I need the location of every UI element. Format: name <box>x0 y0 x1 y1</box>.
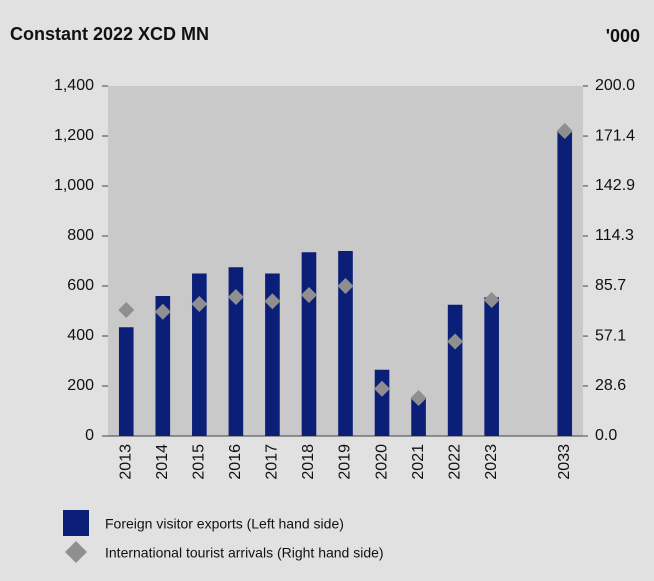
y-tick-label: 1,000 <box>54 177 94 194</box>
bar <box>192 273 207 436</box>
x-tick-label: 2014 <box>154 444 171 480</box>
bar <box>557 131 573 436</box>
x-tick-label: 2013 <box>117 444 134 480</box>
y-tick-label: 0 <box>85 427 94 444</box>
diamond-marker <box>447 333 464 350</box>
bar <box>447 304 463 436</box>
x-tick-label: 2021 <box>410 444 427 480</box>
y-tick-label: 1,400 <box>54 77 94 94</box>
bar <box>301 252 317 436</box>
bar <box>374 369 390 436</box>
y2-tick-label: 114.3 <box>595 227 634 244</box>
x-tick-label: 2019 <box>337 444 354 480</box>
bar <box>338 251 353 436</box>
y-tick-label: 400 <box>67 327 94 344</box>
bar <box>155 296 171 436</box>
y2-tick-label: 142.9 <box>595 177 635 194</box>
diamond-marker <box>154 303 171 320</box>
x-tick-label: 2022 <box>446 444 463 480</box>
chart-title: Constant 2022 XCD MN <box>10 24 209 44</box>
y2-tick-label: 171.4 <box>595 127 635 144</box>
x-tick-label: 2033 <box>556 444 573 480</box>
diamond-marker <box>337 278 354 295</box>
diamond-marker <box>374 380 391 397</box>
bar <box>228 267 244 436</box>
y2-tick-label: 0.0 <box>595 427 617 444</box>
diamond-marker <box>410 390 427 407</box>
y2-tick-label: 200.0 <box>595 77 635 94</box>
diamond-marker <box>118 302 135 318</box>
legend-label: International tourist arrivals (Right ha… <box>105 545 384 561</box>
legend-marker <box>65 541 87 563</box>
y-tick-label: 200 <box>67 377 94 394</box>
x-tick-label: 2023 <box>483 444 500 480</box>
x-tick-label: 2020 <box>373 444 390 480</box>
x-tick-label: 2016 <box>227 444 244 480</box>
y-tick-label: 1,200 <box>54 127 94 144</box>
x-tick-label: 2015 <box>191 444 208 480</box>
y2-tick-label: 85.7 <box>595 277 626 294</box>
y-tick-label: 800 <box>67 227 94 244</box>
diamond-marker <box>227 289 244 306</box>
x-tick-label: 2017 <box>264 444 281 480</box>
legend-marker <box>63 510 89 536</box>
y-tick-label: 600 <box>67 277 94 294</box>
diamond-marker <box>483 292 500 309</box>
bar <box>411 398 426 436</box>
diamond-marker <box>556 122 573 139</box>
diamond-marker <box>191 296 208 313</box>
diamond-marker <box>264 293 281 310</box>
y2-tick-label: 57.1 <box>595 327 626 344</box>
diamond-marker <box>300 286 317 303</box>
bar <box>265 273 280 436</box>
bar <box>484 297 499 436</box>
y2-tick-label: 28.6 <box>595 377 626 394</box>
y2-title: '000 <box>606 26 640 46</box>
bar <box>118 327 134 436</box>
x-tick-label: 2018 <box>300 444 317 480</box>
legend-label: Foreign visitor exports (Left hand side) <box>105 516 344 532</box>
